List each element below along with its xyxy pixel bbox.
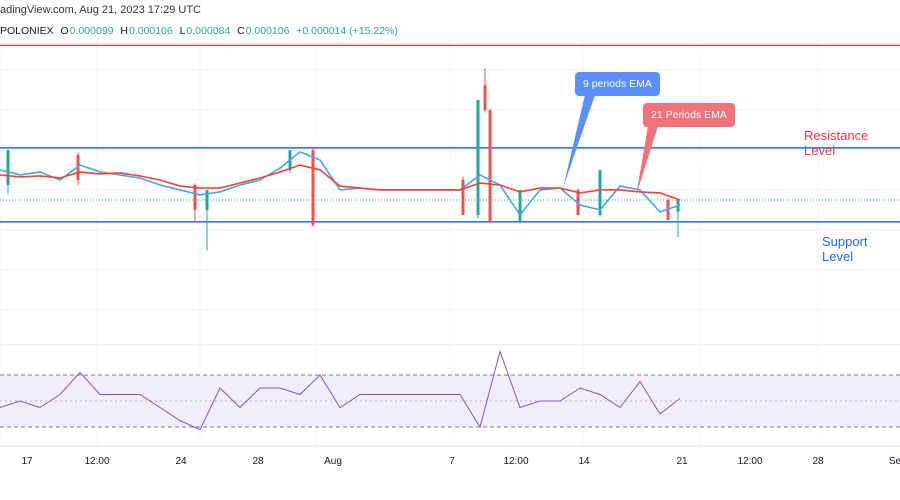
candle-body [483,85,487,111]
candle-body [518,189,522,223]
change-value: +0.000014 (+15.22%) [296,25,398,37]
ema21-callout: 21 Periods EMA [643,103,735,127]
close-label: C [237,25,245,37]
low-value: 0.000084 [186,25,231,37]
open-value: 0.000099 [69,25,114,37]
x-tick-label: Se [888,456,900,467]
x-tick-label: 17 [21,456,33,467]
x-tick-label: 12:00 [737,456,763,467]
exchange: POLONIEX [0,25,54,37]
x-tick-label: 7 [449,456,455,467]
x-tick-label: 28 [812,456,824,467]
candle-body [193,185,197,210]
candle-body [205,189,209,211]
x-tick-label: Aug [324,456,342,467]
support-label: Support Level [822,234,868,264]
rsi-line [0,349,681,431]
candle-body [598,169,602,215]
candle-body [488,110,492,223]
candle-body [666,200,670,221]
chart-source: adingView.com, Aug 21, 2023 17:29 UTC [0,4,201,16]
high-label: H [120,25,128,37]
x-tick-label: 28 [252,456,264,467]
candle-body [6,150,10,186]
ema21-line [0,164,681,201]
ema9-callout-pointer [563,95,595,188]
ohlc-legend: POLONIEX O0.000099 H0.000106 L0.000084 C… [0,25,399,37]
high-value: 0.000106 [128,25,173,37]
low-label: L [179,25,186,37]
x-tick-label: 21 [676,456,688,467]
open-label: O [60,25,69,37]
candle-body [311,150,315,226]
ema9-callout: 9 periods EMA [575,72,660,96]
x-tick-label: 24 [175,456,187,467]
x-tick-label: 12:00 [503,456,529,467]
candle-body [461,179,465,215]
x-tick-label: 12:00 [84,456,110,467]
close-value: 0.000106 [245,25,290,37]
x-tick-label: 14 [578,456,590,467]
ema21-callout-pointer [636,126,658,196]
candle-body [476,100,480,215]
resistance-label: Resistance Level [804,128,869,158]
